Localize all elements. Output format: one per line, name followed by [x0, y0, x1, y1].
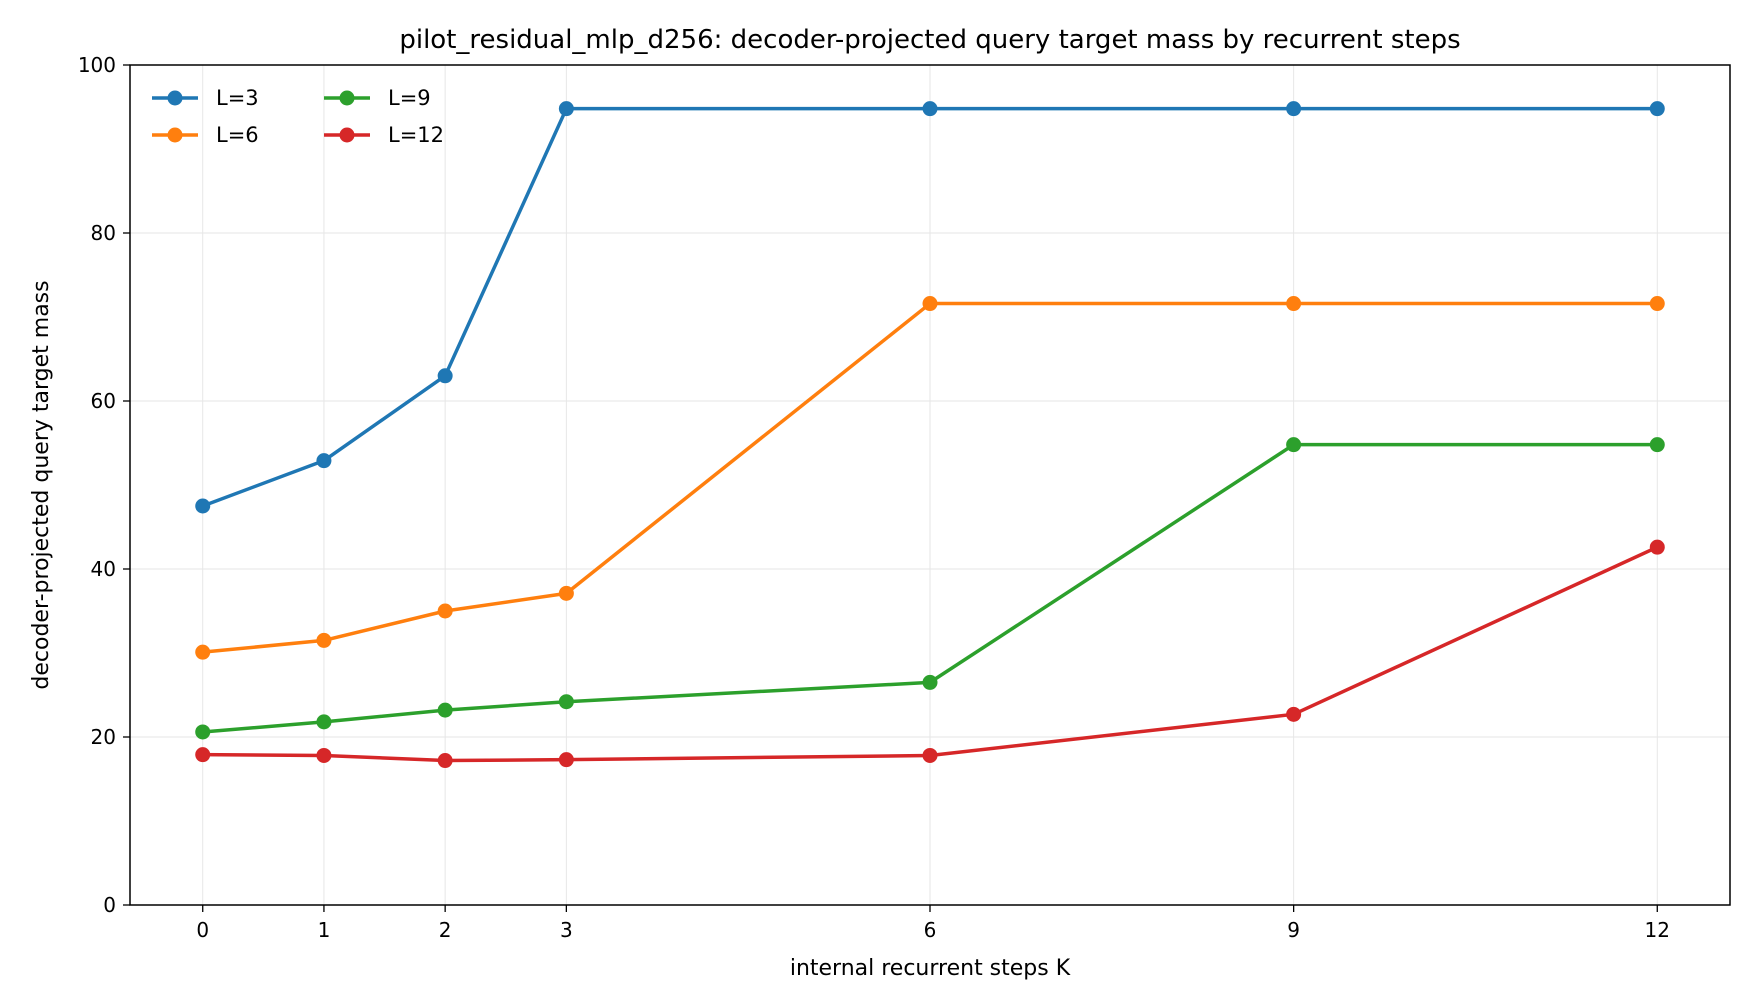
data-point: [1649, 437, 1665, 453]
y-tick-label: 20: [91, 725, 116, 749]
x-tick-label: 6: [924, 918, 937, 942]
data-point: [1286, 706, 1302, 722]
data-point: [316, 453, 332, 469]
x-tick-label: 9: [1287, 918, 1300, 942]
x-tick-label: 1: [318, 918, 331, 942]
legend-marker: [339, 127, 355, 143]
data-point: [195, 747, 211, 763]
data-point: [1286, 437, 1302, 453]
data-point: [1649, 296, 1665, 312]
data-point: [1649, 539, 1665, 555]
data-point: [437, 603, 453, 619]
series-l-9: [195, 437, 1665, 740]
data-point: [437, 753, 453, 769]
data-point: [558, 694, 574, 710]
chart-title: pilot_residual_mlp_d256: decoder-project…: [399, 25, 1460, 55]
data-point: [922, 674, 938, 690]
x-tick-label: 2: [439, 918, 452, 942]
legend-entry: L=6: [152, 123, 259, 147]
data-point: [316, 747, 332, 763]
series-l-3: [195, 101, 1665, 514]
data-point: [558, 585, 574, 601]
series-l-6: [195, 296, 1665, 660]
y-tick-label: 80: [91, 221, 116, 245]
data-point: [922, 747, 938, 763]
data-point: [316, 632, 332, 648]
series-layer: [195, 101, 1665, 769]
y-tick-label: 100: [78, 53, 116, 77]
data-point: [437, 702, 453, 718]
legend-entry: L=3: [152, 86, 259, 110]
y-tick-label: 60: [91, 389, 116, 413]
data-point: [922, 296, 938, 312]
data-point: [195, 724, 211, 740]
legend-marker: [167, 90, 183, 106]
legend: L=3 L=6 L=9 L=12: [152, 86, 444, 147]
y-tick-label: 0: [103, 893, 116, 917]
data-point: [1286, 296, 1302, 312]
data-point: [195, 644, 211, 660]
x-axis-label: internal recurrent steps K: [790, 956, 1071, 981]
y-tick-label: 40: [91, 557, 116, 581]
legend-label: L=12: [388, 123, 444, 147]
x-tick-label: 12: [1645, 918, 1670, 942]
legend-entry: L=12: [324, 123, 444, 147]
x-tick-label: 3: [560, 918, 573, 942]
data-point: [1649, 101, 1665, 117]
data-point: [1286, 101, 1302, 117]
legend-label: L=6: [216, 123, 259, 147]
legend-label: L=3: [216, 86, 259, 110]
data-point: [195, 498, 211, 514]
x-tick-label: 0: [196, 918, 209, 942]
legend-label: L=9: [388, 86, 431, 110]
legend-marker: [167, 127, 183, 143]
data-point: [558, 752, 574, 768]
legend-entry: L=9: [324, 86, 431, 110]
legend-marker: [339, 90, 355, 106]
data-point: [922, 101, 938, 117]
data-point: [316, 714, 332, 730]
data-point: [437, 368, 453, 384]
y-axis-label: decoder-projected query target mass: [29, 280, 54, 689]
data-point: [558, 101, 574, 117]
series-l-12: [195, 539, 1665, 769]
